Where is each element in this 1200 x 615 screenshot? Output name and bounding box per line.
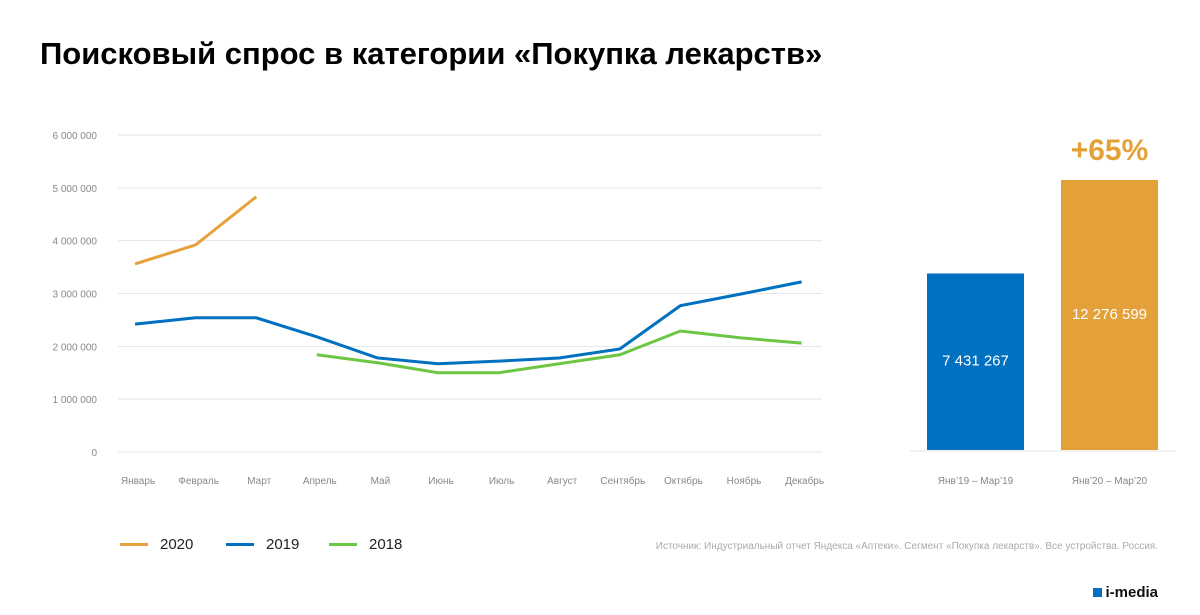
- logo-text: i-media: [1105, 584, 1158, 601]
- x-tick-label: Январь: [121, 476, 155, 487]
- bar-category-label: Янв’19 – Мар’19: [938, 476, 1014, 487]
- y-tick-label: 2 000 000: [53, 342, 98, 353]
- y-tick-label: 3 000 000: [53, 290, 98, 301]
- bar-1: [1061, 180, 1158, 450]
- y-tick-label: 4 000 000: [53, 237, 98, 248]
- source-note: Источник: Индустриальный отчет Яндекса «…: [655, 541, 1158, 552]
- x-tick-label: Ноябрь: [727, 475, 762, 487]
- legend-2020: 2020: [120, 536, 193, 553]
- series-line-2018: [316, 329, 802, 375]
- legend-swatch: [329, 543, 357, 546]
- legend-label: 2019: [266, 536, 300, 553]
- legend-swatch: [226, 543, 254, 546]
- x-tick-label: Март: [247, 476, 271, 487]
- logo-icon: [1093, 588, 1103, 597]
- x-tick-label: Июль: [489, 476, 515, 487]
- growth-annotation: +65%: [1071, 134, 1149, 167]
- legend-swatch: [120, 543, 148, 546]
- legend-2018: 2018: [329, 536, 402, 553]
- logo: i-media: [1093, 584, 1158, 601]
- x-tick-label: Август: [547, 476, 578, 487]
- x-tick-label: Май: [371, 476, 391, 487]
- y-tick-label: 6 000 000: [53, 131, 98, 142]
- x-tick-label: Апрель: [303, 476, 337, 487]
- y-tick-label: 0: [91, 448, 97, 459]
- bar-category-label: Янв’20 – Мар’20: [1072, 476, 1148, 487]
- y-tick-label: 5 000 000: [53, 184, 98, 195]
- bar-value-label: 7 431 267: [942, 353, 1009, 370]
- legend-label: 2020: [160, 536, 194, 553]
- x-tick-label: Февраль: [178, 476, 219, 487]
- series-line-2019: [134, 280, 802, 366]
- x-tick-label: Сентябрь: [600, 475, 645, 487]
- series-line-2020: [134, 195, 258, 266]
- x-tick-label: Июнь: [428, 476, 453, 487]
- page-title: Поисковый спрос в категории «Покупка лек…: [40, 36, 823, 71]
- x-tick-label: Октябрь: [664, 475, 703, 487]
- legend-label: 2018: [369, 536, 403, 553]
- x-tick-label: Декабрь: [785, 475, 824, 487]
- legend-2019: 2019: [226, 536, 299, 553]
- bar-value-label: 12 276 599: [1072, 306, 1147, 323]
- y-tick-label: 1 000 000: [53, 395, 98, 406]
- bar-0: [927, 273, 1024, 450]
